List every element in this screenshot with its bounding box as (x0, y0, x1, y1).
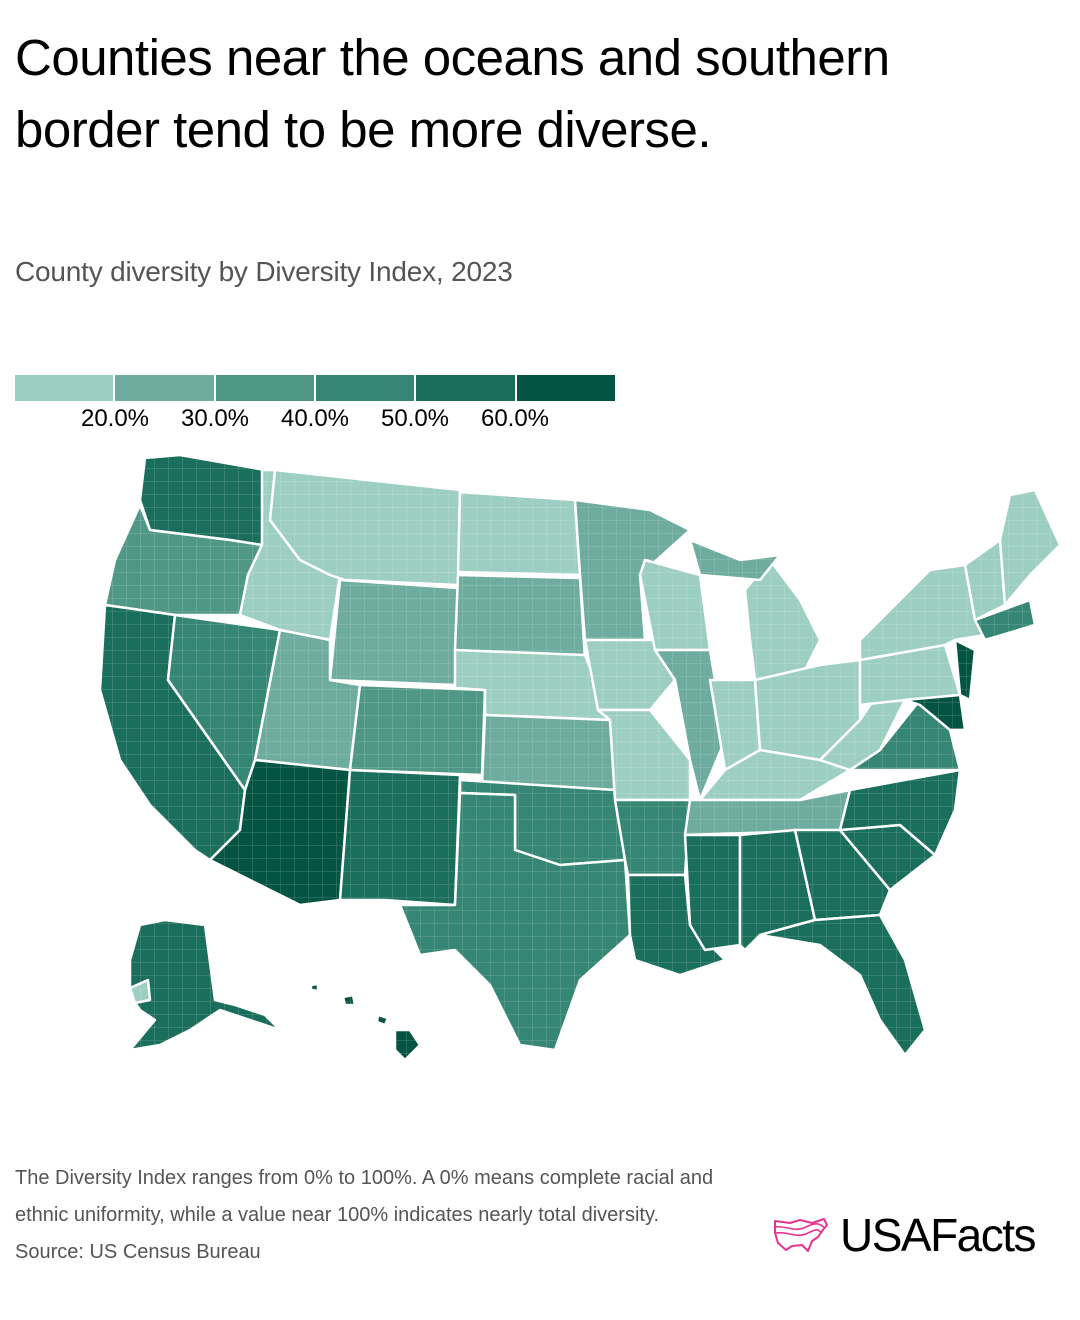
legend-labels: 20.0% 30.0% 40.0% 50.0% 60.0% (15, 405, 615, 435)
methodology-note: The Diversity Index ranges from 0% to 10… (15, 1167, 714, 1226)
legend-swatch-1 (15, 375, 114, 401)
legend-swatch-4 (315, 375, 415, 401)
us-map-outline-icon (774, 1218, 828, 1252)
legend-tick-60: 60.0% (480, 405, 550, 432)
logo-text: USAFacts (840, 1209, 1037, 1261)
legend-tick-30: 30.0% (180, 405, 250, 432)
map-svg (98, 450, 1070, 1062)
chart-title: Counties near the oceans and southern bo… (15, 29, 890, 158)
legend-swatch-6 (516, 375, 615, 401)
legend-tick-40: 40.0% (280, 405, 350, 432)
footer-note: The Diversity Index ranges from 0% to 10… (15, 1160, 735, 1271)
county-grid-overlay (100, 450, 1070, 1060)
chart-subtitle: County diversity by Diversity Index, 202… (15, 256, 513, 287)
legend-swatch-2 (115, 375, 214, 401)
legend-tick-20: 20.0% (80, 405, 150, 432)
color-legend: 20.0% 30.0% 40.0% 50.0% 60.0% (15, 375, 615, 435)
us-county-diversity-map (95, 445, 1080, 1070)
legend-tick-50: 50.0% (380, 405, 450, 432)
legend-bar (15, 375, 615, 401)
legend-swatch-3 (215, 375, 314, 401)
usafacts-logo: USAFacts (772, 1208, 1037, 1262)
legend-swatch-5 (416, 375, 515, 401)
source-citation: Source: US Census Bureau (15, 1241, 261, 1263)
